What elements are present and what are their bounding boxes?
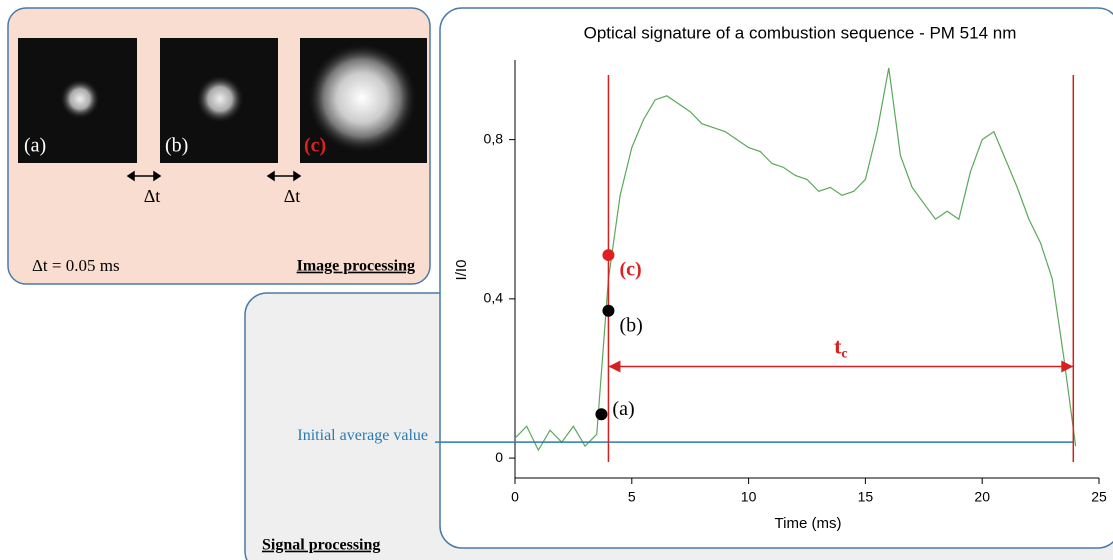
delta-arrows: [126, 170, 302, 182]
x-tick-label: 20: [974, 489, 990, 505]
sample-point: [602, 304, 615, 317]
chart-panel: [439, 7, 1113, 549]
signal-caption: Signal processing: [262, 537, 380, 554]
sample-point: [595, 408, 608, 421]
sample-label: (c): [619, 259, 641, 281]
x-tick-label: 10: [741, 489, 757, 505]
frame-label: (b): [165, 135, 188, 157]
sample-label: (b): [619, 314, 642, 336]
x-tick-label: 15: [858, 489, 874, 505]
delta-label: Δt: [284, 186, 301, 206]
y-tick-label: 0: [495, 449, 503, 465]
y-tick-label: 0,4: [484, 290, 504, 306]
x-tick-label: 0: [511, 489, 519, 505]
flame-b: [196, 75, 244, 123]
duration-subscript: c: [841, 347, 847, 362]
chart-title: Optical signature of a combustion sequen…: [584, 23, 1017, 42]
image-caption: Image processing: [297, 258, 415, 275]
duration-label: tc: [834, 334, 848, 362]
delta-note: Δt = 0.05 ms: [32, 256, 120, 275]
frame-label: (c): [304, 135, 326, 157]
duration-symbol: t: [834, 334, 842, 359]
y-axis-label: I/I0: [453, 260, 470, 281]
baseline-label: Initial average value: [297, 427, 428, 444]
sample-point: [602, 249, 615, 262]
frame-label: (a): [24, 135, 46, 157]
x-axis-label: Time (ms): [775, 515, 842, 532]
flame-c: [307, 43, 417, 153]
sample-label: (a): [612, 398, 634, 420]
x-tick-label: 5: [628, 489, 636, 505]
delta-label: Δt: [144, 186, 161, 206]
y-tick-label: 0,8: [484, 130, 504, 146]
x-tick-label: 25: [1091, 489, 1107, 505]
flame-a: [60, 79, 100, 119]
